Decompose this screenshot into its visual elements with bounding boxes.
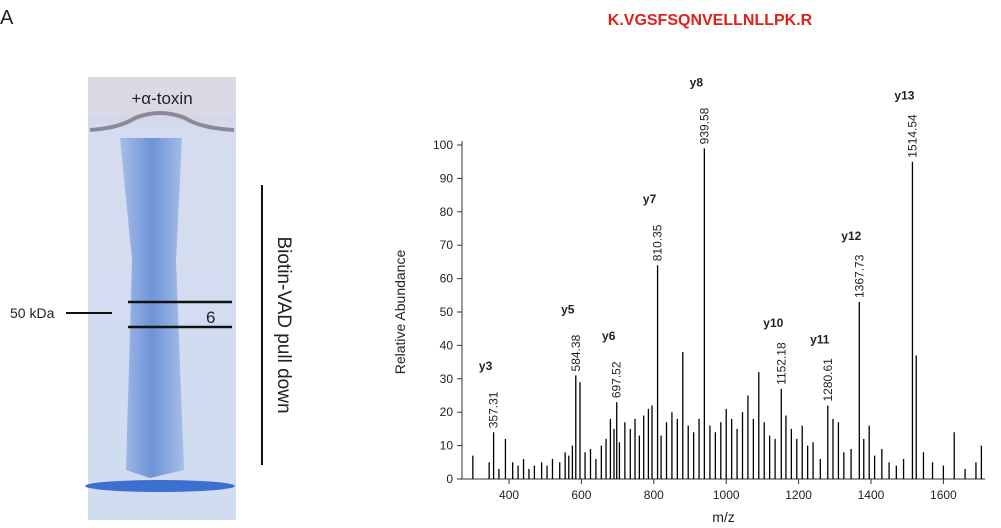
y-tick-label: 0 (446, 472, 453, 486)
y-tick-label: 70 (440, 238, 454, 252)
side-label: Biotin-VAD pull down (273, 236, 294, 413)
marker-label: 50 kDa (10, 305, 55, 321)
x-tick-label: 1000 (713, 488, 740, 502)
peak-label: 584.38 (569, 334, 583, 371)
y-tick-label: 10 (440, 439, 454, 453)
y-tick-label: 100 (433, 138, 453, 152)
x-tick-label: 800 (644, 488, 664, 502)
ion-label: y7 (643, 192, 657, 206)
ion-label: y5 (561, 302, 575, 316)
peak-label: 810.35 (651, 224, 665, 261)
x-tick-label: 600 (571, 488, 591, 502)
ion-label: y12 (841, 229, 861, 243)
ion-label: y13 (894, 89, 914, 103)
peak-label: 357.31 (487, 391, 501, 428)
gel-well (88, 77, 236, 115)
y-tick-label: 60 (440, 272, 454, 286)
ion-label: y11 (810, 333, 830, 347)
y-axis-label: Relative Abundance (392, 250, 408, 375)
peak-label: 1514.54 (905, 114, 919, 158)
ion-label: y6 (602, 329, 616, 343)
y-tick-label: 90 (440, 171, 454, 185)
ion-label: y8 (690, 75, 704, 89)
gel-front (85, 480, 235, 492)
band-label: 6 (206, 308, 215, 327)
x-tick-label: 1200 (785, 488, 812, 502)
peak-label: 697.52 (610, 361, 624, 398)
y-tick-label: 30 (440, 372, 454, 386)
peak-label: 1367.73 (852, 254, 866, 298)
y-tick-label: 40 (440, 338, 454, 352)
peak-label: 939.58 (697, 107, 711, 144)
y-tick-label: 80 (440, 205, 454, 219)
y-tick-label: 50 (440, 305, 454, 319)
chart-title: K.VGSFSQNVELLNLLPK.R (608, 12, 813, 29)
ion-label: y3 (479, 359, 493, 373)
x-tick-label: 400 (499, 488, 519, 502)
lane-label: +α-toxin (131, 89, 192, 108)
x-tick-label: 1600 (930, 488, 957, 502)
x-axis-label: m/z (712, 509, 735, 525)
gel-edge (89, 111, 235, 132)
y-tick-label: 20 (440, 405, 454, 419)
ion-label: y10 (763, 316, 783, 330)
x-tick-label: 1400 (858, 488, 885, 502)
panel-label: A (0, 7, 14, 29)
peak-label: 1280.61 (821, 358, 835, 402)
gel-lane (120, 138, 184, 478)
peak-label: 1152.18 (774, 342, 788, 385)
